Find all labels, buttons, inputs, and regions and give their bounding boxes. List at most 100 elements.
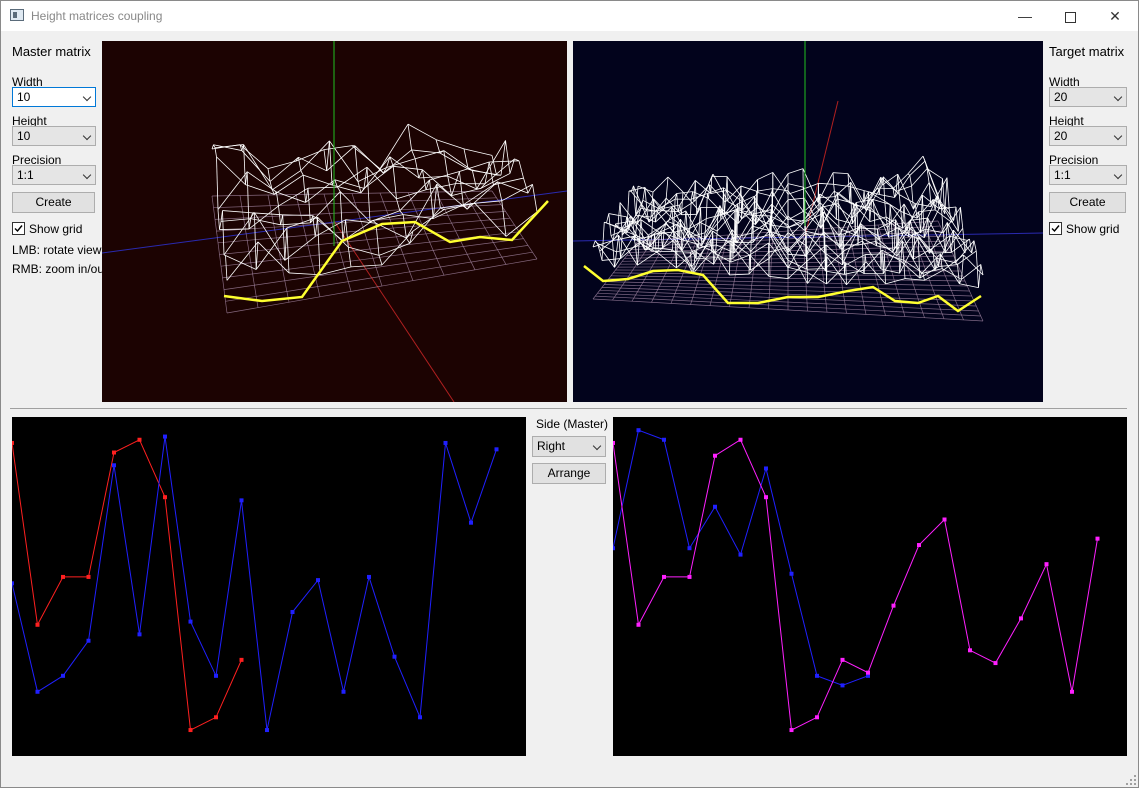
surface-line	[913, 203, 916, 210]
surface-line	[772, 188, 789, 192]
surface-line	[488, 161, 494, 185]
surface-line	[723, 187, 740, 200]
master-height-select[interactable]: 10	[12, 126, 96, 146]
surface-line	[656, 208, 660, 212]
surface-line	[463, 184, 494, 206]
check-icon	[14, 225, 23, 233]
surface-line	[396, 198, 401, 211]
surface-line	[749, 242, 769, 256]
view-background	[573, 41, 1043, 402]
surface-line	[681, 221, 700, 251]
master-show-grid-checkbox[interactable]	[12, 222, 25, 235]
surface-line	[599, 234, 619, 252]
surface-line	[924, 269, 945, 281]
target-width-select[interactable]: 20	[1049, 87, 1127, 107]
target-create-button[interactable]: Create	[1049, 192, 1126, 213]
surface-line	[690, 252, 693, 267]
surface-line	[879, 227, 899, 238]
surface-line	[630, 191, 648, 212]
maximize-button[interactable]	[1047, 1, 1093, 31]
master-create-button[interactable]: Create	[12, 192, 95, 213]
chevron-down-icon	[82, 170, 92, 180]
target-3d-view[interactable]	[573, 41, 1043, 402]
surface-line	[752, 217, 771, 243]
surface-line	[749, 254, 770, 277]
grid-line	[219, 224, 515, 255]
data-point-blue	[35, 689, 40, 694]
surface-line	[852, 203, 854, 224]
surface-line	[897, 227, 900, 274]
surface-line	[620, 242, 640, 259]
surface-line	[771, 199, 789, 223]
surface-line	[899, 237, 919, 274]
surface-line	[884, 200, 902, 212]
arrange-button[interactable]: Arrange	[532, 463, 606, 484]
surface-line	[752, 225, 771, 232]
grid-line	[606, 281, 970, 292]
surface-line	[246, 171, 250, 229]
surface-line	[471, 200, 502, 205]
surface-line	[418, 169, 423, 179]
surface-line	[879, 236, 882, 270]
close-button[interactable]: ✕	[1092, 1, 1138, 31]
surface-line	[769, 220, 789, 253]
surface-line	[480, 183, 486, 189]
surface-line	[909, 175, 912, 187]
title-bar[interactable]: Height matrices coupling — ✕	[1, 1, 1138, 31]
surface-line	[730, 254, 751, 263]
surface-line	[459, 161, 490, 172]
surface-line	[393, 165, 423, 171]
side-select[interactable]: Right	[532, 436, 606, 457]
data-point-blue	[86, 638, 91, 643]
surface-line	[402, 214, 407, 239]
surface-line	[354, 145, 359, 182]
surface-line	[894, 191, 897, 198]
resize-grip-icon[interactable]	[1126, 775, 1136, 785]
surface-line	[946, 177, 950, 210]
surface-line	[883, 176, 886, 202]
surface-line	[873, 199, 891, 205]
target-precision-select[interactable]: 1:1	[1049, 165, 1127, 185]
target-height-select[interactable]: 20	[1049, 126, 1127, 146]
surface-line	[300, 140, 330, 171]
surface-line	[889, 204, 892, 224]
target-show-grid-checkbox[interactable]	[1049, 222, 1062, 235]
surface-line	[769, 230, 789, 255]
surface-line	[501, 184, 533, 202]
surface-line	[357, 167, 387, 182]
surface-line	[700, 207, 703, 246]
surface-line	[837, 192, 839, 204]
master-profile-chart[interactable]	[12, 417, 526, 756]
surface-line	[916, 238, 936, 271]
surface-line	[651, 247, 654, 252]
surface-line	[672, 249, 692, 268]
surface-line	[926, 168, 930, 183]
minimize-button[interactable]: —	[1002, 1, 1048, 31]
surface-line	[868, 191, 871, 222]
grid-line	[604, 284, 972, 297]
surface-line	[302, 175, 306, 203]
master-precision-value: 1:1	[17, 168, 34, 182]
data-point-blue	[239, 498, 244, 503]
surface-line	[825, 244, 846, 263]
master-3d-view[interactable]	[102, 41, 567, 402]
surface-line	[624, 216, 628, 231]
surface-line	[883, 176, 900, 195]
surface-line	[871, 199, 890, 238]
master-precision-select[interactable]: 1:1	[12, 165, 96, 185]
master-width-select[interactable]: 10	[12, 87, 96, 107]
surface-line	[674, 238, 695, 271]
data-point-blue	[418, 715, 422, 720]
surface-line	[662, 231, 665, 248]
surface-line	[649, 235, 653, 247]
target-profile-chart[interactable]	[613, 417, 1127, 756]
surface-line	[399, 179, 430, 211]
surface-line	[837, 192, 855, 206]
surface-line	[842, 234, 845, 252]
app-icon	[10, 9, 24, 21]
surface-line	[628, 187, 645, 192]
surface-line	[239, 144, 269, 169]
surface-line	[919, 266, 939, 279]
surface-line	[936, 196, 940, 209]
surface-line	[415, 150, 444, 160]
